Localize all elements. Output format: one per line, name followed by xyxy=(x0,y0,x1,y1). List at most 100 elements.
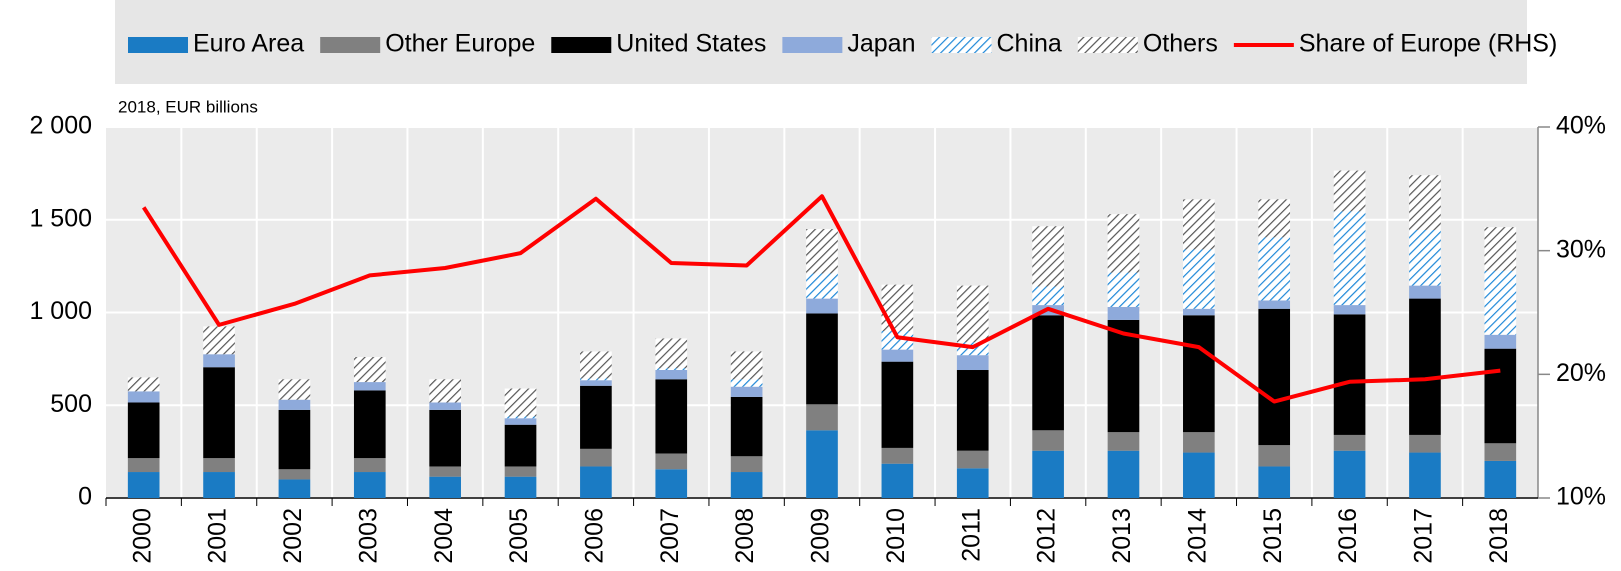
bar xyxy=(1258,466,1291,498)
bar xyxy=(1409,452,1441,498)
bar xyxy=(203,472,235,498)
bar xyxy=(203,326,235,355)
bar xyxy=(881,447,914,464)
bar xyxy=(1258,300,1291,309)
bar xyxy=(1484,460,1517,498)
x-tick-label: 2005 xyxy=(505,508,533,564)
bar xyxy=(1333,305,1366,315)
bar xyxy=(1484,334,1517,349)
bar xyxy=(956,450,989,469)
bar xyxy=(1409,285,1441,299)
bar xyxy=(956,468,989,498)
bar xyxy=(1484,270,1517,335)
bar xyxy=(1032,315,1064,431)
legend-swatch xyxy=(1077,37,1138,53)
bar xyxy=(1484,227,1517,271)
bar xyxy=(1409,434,1441,453)
x-tick-label: 2003 xyxy=(354,508,382,564)
bar xyxy=(1107,450,1140,498)
x-tick-label: 2000 xyxy=(128,508,156,564)
bar xyxy=(655,368,688,371)
bar xyxy=(429,476,461,498)
bar xyxy=(580,378,612,381)
legend-label: Euro Area xyxy=(193,30,304,58)
x-tick-label: 2010 xyxy=(882,508,910,564)
bar xyxy=(806,313,838,405)
bar xyxy=(353,458,386,473)
bar xyxy=(730,386,763,397)
bar xyxy=(504,388,537,417)
bar xyxy=(429,466,461,477)
bar xyxy=(1484,348,1517,444)
bar xyxy=(278,409,311,470)
bar xyxy=(881,331,914,350)
bar xyxy=(580,448,612,467)
bar xyxy=(1409,298,1441,435)
y-tick-label: 0 xyxy=(78,483,92,511)
y2-tick-label: 20% xyxy=(1556,359,1606,387)
legend-item: United States xyxy=(551,30,766,58)
bar xyxy=(203,354,235,368)
bar xyxy=(429,402,461,410)
x-tick-label: 2011 xyxy=(957,508,985,562)
bar xyxy=(730,351,763,380)
bar xyxy=(504,424,537,467)
bar xyxy=(1333,314,1366,435)
bar xyxy=(1183,452,1215,498)
bar xyxy=(1107,306,1140,320)
bar xyxy=(580,351,612,379)
x-tick-label: 2006 xyxy=(581,508,609,564)
bar xyxy=(655,338,688,369)
x-tick-label: 2014 xyxy=(1183,508,1211,564)
bar xyxy=(1183,199,1215,250)
bar xyxy=(127,472,160,498)
bar xyxy=(278,479,311,498)
bar xyxy=(1183,249,1215,309)
bar xyxy=(203,458,235,473)
bar xyxy=(881,463,914,498)
bar xyxy=(1484,443,1517,461)
bar xyxy=(1107,272,1140,307)
bar xyxy=(806,298,838,314)
x-tick-label: 2012 xyxy=(1033,508,1061,564)
y-tick-label: 2 000 xyxy=(29,112,92,140)
bar xyxy=(1183,308,1215,316)
legend-swatch xyxy=(782,37,843,53)
bar xyxy=(881,284,914,332)
bar xyxy=(429,379,461,403)
bar xyxy=(353,472,386,498)
legend-item: Share of Europe (RHS) xyxy=(1233,30,1557,58)
legend-label: Japan xyxy=(847,30,915,58)
legend-item: Others xyxy=(1077,30,1218,58)
bar xyxy=(504,466,537,477)
bar xyxy=(127,458,160,473)
bar xyxy=(580,380,612,386)
bar xyxy=(956,285,989,343)
bar xyxy=(1258,199,1291,238)
bar xyxy=(278,379,311,400)
bar xyxy=(353,357,386,383)
y2-tick-label: 40% xyxy=(1556,112,1606,140)
bar xyxy=(127,377,160,392)
legend-label: Other Europe xyxy=(385,30,535,58)
bar xyxy=(1333,450,1366,498)
x-tick-label: 2002 xyxy=(279,508,307,564)
y2-tick-label: 30% xyxy=(1556,235,1606,263)
subtitle: 2018, EUR billions xyxy=(118,97,258,116)
legend-label: Share of Europe (RHS) xyxy=(1299,30,1557,58)
bar xyxy=(429,409,461,467)
legend-item: China xyxy=(931,30,1062,58)
bar xyxy=(580,466,612,498)
bar xyxy=(504,416,537,419)
bar xyxy=(806,229,838,274)
legend-item: Euro Area xyxy=(128,30,304,58)
bar xyxy=(730,472,763,498)
bar xyxy=(730,396,763,457)
bar xyxy=(1032,226,1064,287)
x-tick-label: 2009 xyxy=(807,508,835,564)
bar xyxy=(1032,286,1064,306)
legend-swatch xyxy=(320,37,381,53)
bar xyxy=(278,399,311,410)
x-tick-label: 2001 xyxy=(204,508,232,564)
